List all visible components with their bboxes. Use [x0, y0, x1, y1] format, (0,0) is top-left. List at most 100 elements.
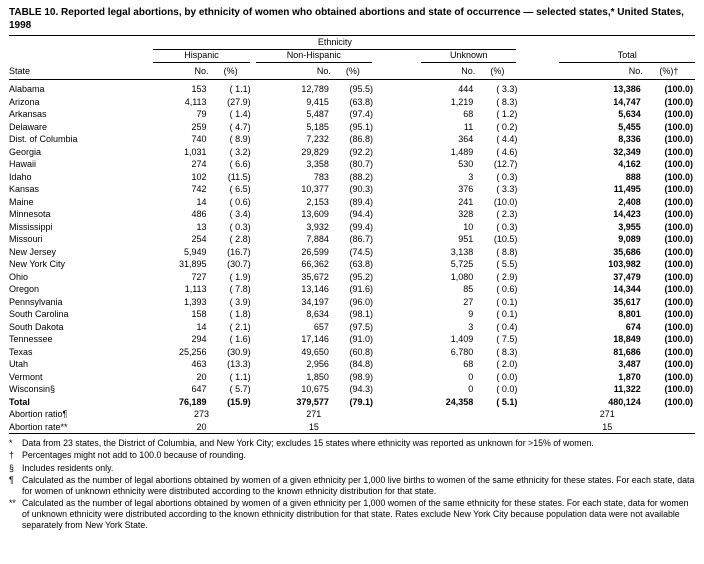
cell-hispanic-no: 4,113: [184, 96, 207, 107]
nonhispanic-group: Non-Hispanic: [253, 50, 375, 63]
cell-total-pct: (100.0): [664, 384, 693, 394]
cell-nonhispanic-no: 34,197: [301, 296, 329, 307]
cell-unknown-no: 1,489: [450, 146, 474, 157]
cell-hispanic-pct: ( 1.4): [229, 109, 251, 119]
cell-unknown-pct: ( 0.6): [496, 284, 518, 294]
nonhispanic-pct-header: (%): [330, 63, 375, 80]
abortions-table: Ethnicity Hispanic Non-Hispanic Unknown …: [9, 37, 695, 433]
cell-hispanic-pct: (11.5): [227, 171, 251, 182]
unknown-header: Unknown: [420, 50, 517, 63]
cell-state: Ohio: [9, 271, 29, 282]
cell-hispanic-no: 274: [191, 159, 207, 169]
cell-total-no: 37,479: [613, 271, 641, 282]
cell-unknown-pct: ( 0.4): [496, 321, 518, 332]
footnote-marker: **: [9, 497, 16, 508]
cell-unknown-no: 1,080: [450, 271, 474, 282]
cell-nonhispanic-no: 10,675: [301, 384, 329, 394]
cell-nonhispanic-no: 7,884: [306, 234, 329, 244]
cell-hispanic-no: 25,256: [179, 346, 207, 357]
cell-unknown-no: 3: [468, 171, 474, 182]
cell-total-pct: (100.0): [664, 396, 693, 407]
cell-state: Hawaii: [9, 159, 37, 169]
table-row: Arizona 4,113 (27.9) 9,415 (63.8) 1,219 ( 8.3)…: [9, 96, 695, 109]
footnote-text: Calculated as the number of legal aborti…: [22, 474, 695, 496]
state-column-header: State: [9, 63, 151, 80]
table-title: TABLE 10. Reported legal abortions, by e…: [9, 7, 684, 31]
cell-unknown-pct: ( 3.3): [496, 184, 518, 194]
cell-total-no: 9,089: [618, 234, 641, 244]
footnote: § Includes residents only.: [9, 463, 695, 474]
footer-rule: [9, 433, 695, 434]
cell-unknown-pct: ( 8.3): [496, 96, 518, 107]
cell-hispanic-no: 463: [191, 359, 207, 369]
table-row: Maine 14 ( 0.6) 2,153 (89.4) 241 (10.0) 2,408 (1…: [9, 196, 695, 209]
table-row: Vermont 20 ( 1.1) 1,850 (98.9) 0 ( 0.0) 1,870 (1…: [9, 371, 695, 384]
total-no-header: No.: [519, 63, 643, 80]
cell-unknown-pct: ( 2.3): [496, 209, 518, 219]
group-header-row: Hispanic Non-Hispanic Unknown Total: [9, 50, 695, 63]
cell-unknown-pct: ( 0.3): [496, 221, 518, 232]
cell-unknown-pct: ( 7.5): [496, 334, 518, 344]
cell-unknown-pct: (10.5): [493, 234, 518, 244]
cell-hispanic-pct: ( 1.1): [229, 84, 251, 94]
cell-hispanic-pct: ( 2.1): [229, 321, 251, 332]
hispanic-pct-header: (%): [208, 63, 253, 80]
cell-nonhispanic-pct: (92.2): [349, 146, 373, 157]
cell-state: New Jersey: [9, 246, 57, 257]
cell-hispanic-no: 76,189: [179, 396, 207, 407]
cell-nonhispanic-no: 5,487: [306, 109, 329, 119]
cell-nonhispanic-no: 2,153: [306, 196, 329, 207]
summary-value-non-hispanic: 271: [306, 409, 322, 419]
cell-unknown-pct: ( 0.0): [496, 384, 518, 394]
table-row: Tennessee 294 ( 1.6) 17,146 (91.0) 1,409 ( 7.5…: [9, 333, 695, 346]
cell-nonhispanic-no: 10,377: [301, 184, 329, 194]
cell-hispanic-no: 259: [191, 121, 207, 132]
footnote-text: Calculated as the number of legal aborti…: [22, 497, 689, 530]
cell-nonhispanic-pct: (95.1): [349, 121, 373, 132]
cell-state: Kansas: [9, 184, 40, 194]
cell-total-pct: (100.0): [664, 221, 693, 232]
cell-total-no: 4,162: [618, 159, 641, 169]
cell-total-pct: (100.0): [664, 196, 693, 207]
cell-state: Minnesota: [9, 209, 51, 219]
cell-total-pct: (100.0): [664, 271, 693, 282]
cell-total-pct: (100.0): [664, 96, 693, 107]
cell-unknown-pct: ( 0.3): [496, 171, 518, 182]
cell-unknown-pct: ( 0.1): [496, 309, 518, 319]
cell-unknown-pct: ( 0.0): [496, 371, 518, 382]
cell-nonhispanic-no: 29,829: [301, 146, 329, 157]
cell-hispanic-no: 158: [191, 309, 207, 319]
cell-nonhispanic-pct: (80.7): [349, 159, 373, 169]
cell-total-pct: (100.0): [664, 309, 693, 319]
cell-total-no: 35,686: [613, 246, 641, 257]
cell-nonhispanic-pct: (63.8): [349, 96, 373, 107]
cell-hispanic-pct: ( 2.8): [229, 234, 251, 244]
cell-nonhispanic-pct: (86.8): [349, 134, 373, 144]
unknown-no-header: No.: [374, 63, 476, 80]
cell-nonhispanic-pct: (86.7): [349, 234, 373, 244]
cell-unknown-pct: ( 5.1): [496, 396, 518, 407]
footnote-marker: §: [9, 462, 14, 473]
unknown-pct-header: (%): [475, 63, 520, 80]
spacer: [519, 37, 695, 50]
cell-unknown-pct: ( 3.3): [496, 84, 518, 94]
cell-total-pct: (100.0): [664, 359, 693, 369]
summary-value-unknown: [375, 408, 519, 421]
footnote-text: Includes residents only.: [22, 462, 114, 473]
cell-unknown-pct: ( 1.2): [496, 109, 518, 119]
cell-total-no: 480,124: [608, 396, 641, 407]
cell-nonhispanic-no: 657: [313, 321, 329, 332]
cell-total-pct: (100.0): [664, 246, 693, 257]
hispanic-no-header: No.: [150, 63, 209, 80]
cell-total-pct: (100.0): [664, 159, 693, 169]
cell-unknown-no: 0: [468, 371, 474, 382]
summary-value-total: 271: [599, 409, 615, 419]
cell-nonhispanic-pct: (88.2): [349, 171, 373, 182]
cell-nonhispanic-pct: (90.3): [349, 184, 373, 194]
cell-hispanic-no: 14: [196, 196, 207, 207]
cell-nonhispanic-no: 35,672: [301, 271, 329, 282]
cell-unknown-pct: (10.0): [493, 196, 518, 207]
cell-nonhispanic-no: 66,362: [301, 259, 329, 269]
cell-total-pct: (100.0): [664, 234, 693, 244]
cell-hispanic-no: 13: [196, 221, 207, 232]
